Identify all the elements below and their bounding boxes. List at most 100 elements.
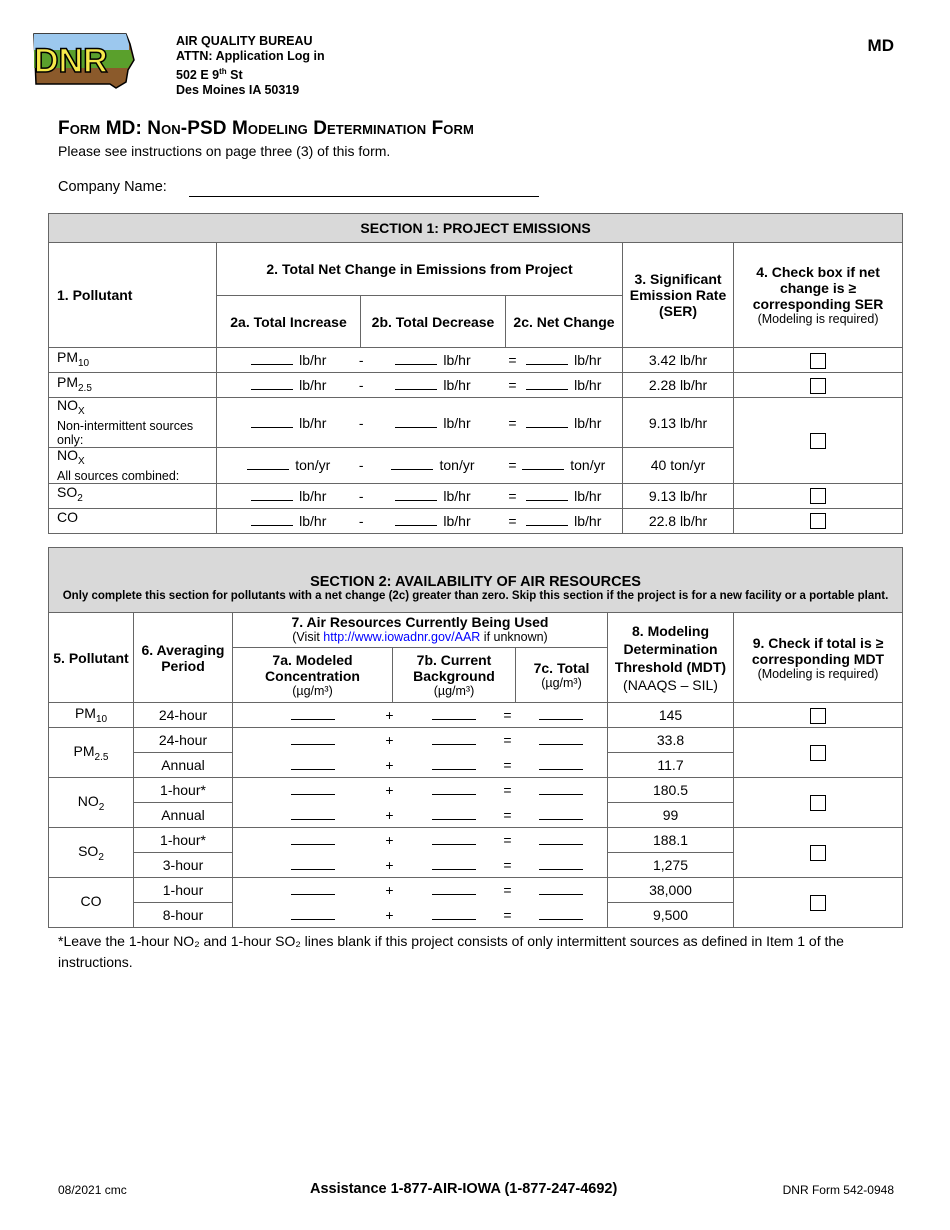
net-change-input[interactable] <box>526 514 569 526</box>
total-input[interactable] <box>539 758 584 770</box>
current-background-input[interactable] <box>431 908 476 920</box>
total-increase-input[interactable] <box>251 378 294 390</box>
total-increase-input[interactable] <box>247 458 290 471</box>
net-change-input[interactable] <box>526 416 569 428</box>
checkbox[interactable] <box>810 745 827 762</box>
table-row: PM2.5 lb/hr - lb/hr = lb/hr 2.28 lb/hr <box>48 372 904 398</box>
modeled-concentration-input[interactable] <box>290 708 335 720</box>
checkbox[interactable] <box>810 795 827 812</box>
current-background-input[interactable] <box>431 733 476 746</box>
checkbox[interactable] <box>810 377 827 394</box>
current-background-input[interactable] <box>431 808 476 820</box>
unit: ton/yr <box>439 457 475 474</box>
averaging-period: 1-hour <box>133 877 233 903</box>
checkbox[interactable] <box>810 513 827 530</box>
current-background-input[interactable] <box>431 833 476 846</box>
total-increase-input[interactable] <box>251 489 294 501</box>
pollutant-name: CO <box>57 509 78 526</box>
modeled-concentration-input[interactable] <box>290 858 335 870</box>
col4-note: (Modeling is required) <box>757 312 879 326</box>
table-row: SO2 1-hour* + = 188.1 <box>48 827 904 878</box>
total-input[interactable] <box>539 783 584 796</box>
total-input[interactable] <box>539 908 584 920</box>
total-input[interactable] <box>539 808 584 820</box>
pollutant-note: Non-intermittent sources only: <box>57 418 194 447</box>
total-input[interactable] <box>539 708 584 720</box>
pollutant-subscript: 2.5 <box>78 382 92 394</box>
equals-sign: = <box>503 782 512 799</box>
current-background-input[interactable] <box>431 758 476 770</box>
checkbox[interactable] <box>810 352 827 369</box>
col8-note: (NAAQS – SIL) <box>623 676 718 693</box>
modeled-concentration-input[interactable] <box>290 883 335 896</box>
total-decrease-input[interactable] <box>395 489 438 501</box>
modeled-concentration-input[interactable] <box>290 833 335 846</box>
net-change-input[interactable] <box>522 458 565 471</box>
net-change-input[interactable] <box>526 378 569 390</box>
total-input[interactable] <box>539 858 584 870</box>
check-cell <box>732 482 904 509</box>
checkbox[interactable] <box>810 433 827 450</box>
total-increase-input[interactable] <box>251 353 294 365</box>
pollutant-name: PM <box>74 705 96 722</box>
pollutant-subscript: 2 <box>98 851 104 863</box>
unit: lb/hr <box>443 512 471 529</box>
unit: lb/hr <box>574 487 602 504</box>
aar-link[interactable]: http://www.iowadnr.gov/AAR <box>323 630 481 644</box>
modeled-concentration-input[interactable] <box>290 808 335 820</box>
checkbox[interactable] <box>810 845 827 862</box>
total-decrease-input[interactable] <box>391 458 434 471</box>
ser-value: 22.8 lb/hr <box>622 507 734 534</box>
modeled-concentration-input[interactable] <box>290 908 335 920</box>
ser-value: 40 ton/yr <box>622 447 734 484</box>
net-change-input[interactable] <box>526 353 569 365</box>
total-decrease-input[interactable] <box>395 416 438 428</box>
dnr-logo: DNR <box>30 30 142 97</box>
modeled-concentration-input[interactable] <box>290 733 335 746</box>
current-background-input[interactable] <box>431 883 476 896</box>
footnote: *Leave the 1-hour NO₂ and 1-hour SO₂ lin… <box>58 933 844 970</box>
net-change-input[interactable] <box>526 489 569 501</box>
equals-sign: = <box>508 457 517 474</box>
averaging-period: 1-hour* <box>133 827 233 853</box>
unit-label: (µg/m³) <box>541 676 582 690</box>
checkbox[interactable] <box>810 488 827 505</box>
mdt-value: 11.7 <box>607 752 734 778</box>
equals-sign: = <box>508 414 517 431</box>
company-name-input[interactable] <box>189 196 539 197</box>
unit: lb/hr <box>443 414 471 431</box>
footer-assistance: Assistance 1-877-AIR-IOWA (1-877-247-469… <box>310 1181 618 1197</box>
total-increase-input[interactable] <box>251 514 294 526</box>
unit: ton/yr <box>295 457 331 474</box>
checkbox[interactable] <box>810 895 827 912</box>
mdt-value: 99 <box>607 802 734 828</box>
checkbox[interactable] <box>810 707 827 724</box>
modeled-concentration-input[interactable] <box>290 758 335 770</box>
mdt-value: 38,000 <box>607 877 734 903</box>
total-input[interactable] <box>539 833 584 846</box>
col9-label: 9. Check if total is ≥ corresponding MDT <box>751 634 885 667</box>
total-decrease-input[interactable] <box>395 378 438 390</box>
ser-value: 9.13 lb/hr <box>622 397 734 448</box>
section1-title: SECTION 1: PROJECT EMISSIONS <box>47 213 904 243</box>
current-background-input[interactable] <box>431 783 476 796</box>
table-row: NO2 1-hour* + = 180.5 <box>48 777 904 828</box>
total-input[interactable] <box>539 733 584 746</box>
pollutant-subscript: X <box>78 455 85 467</box>
total-increase-input[interactable] <box>251 416 294 428</box>
bureau-address: AIR QUALITY BUREAU ATTN: Application Log… <box>176 34 325 98</box>
mdt-value: 9,500 <box>607 902 734 928</box>
col-pollutant: 5. Pollutant <box>48 612 134 703</box>
pollutant-subscript: 2 <box>98 801 105 813</box>
col-net-change: 2. Total Net Change in Emissions from Pr… <box>216 242 623 296</box>
current-background-input[interactable] <box>431 708 476 720</box>
col7a-label: 7a. Modeled Concentration <box>265 652 360 684</box>
current-background-input[interactable] <box>431 858 476 870</box>
averaging-period: 8-hour <box>133 902 233 928</box>
total-decrease-input[interactable] <box>395 353 438 365</box>
equals-sign: = <box>503 856 512 873</box>
modeled-concentration-input[interactable] <box>290 783 335 796</box>
total-decrease-input[interactable] <box>395 514 438 526</box>
unit: ton/yr <box>570 457 606 474</box>
total-input[interactable] <box>539 883 584 896</box>
